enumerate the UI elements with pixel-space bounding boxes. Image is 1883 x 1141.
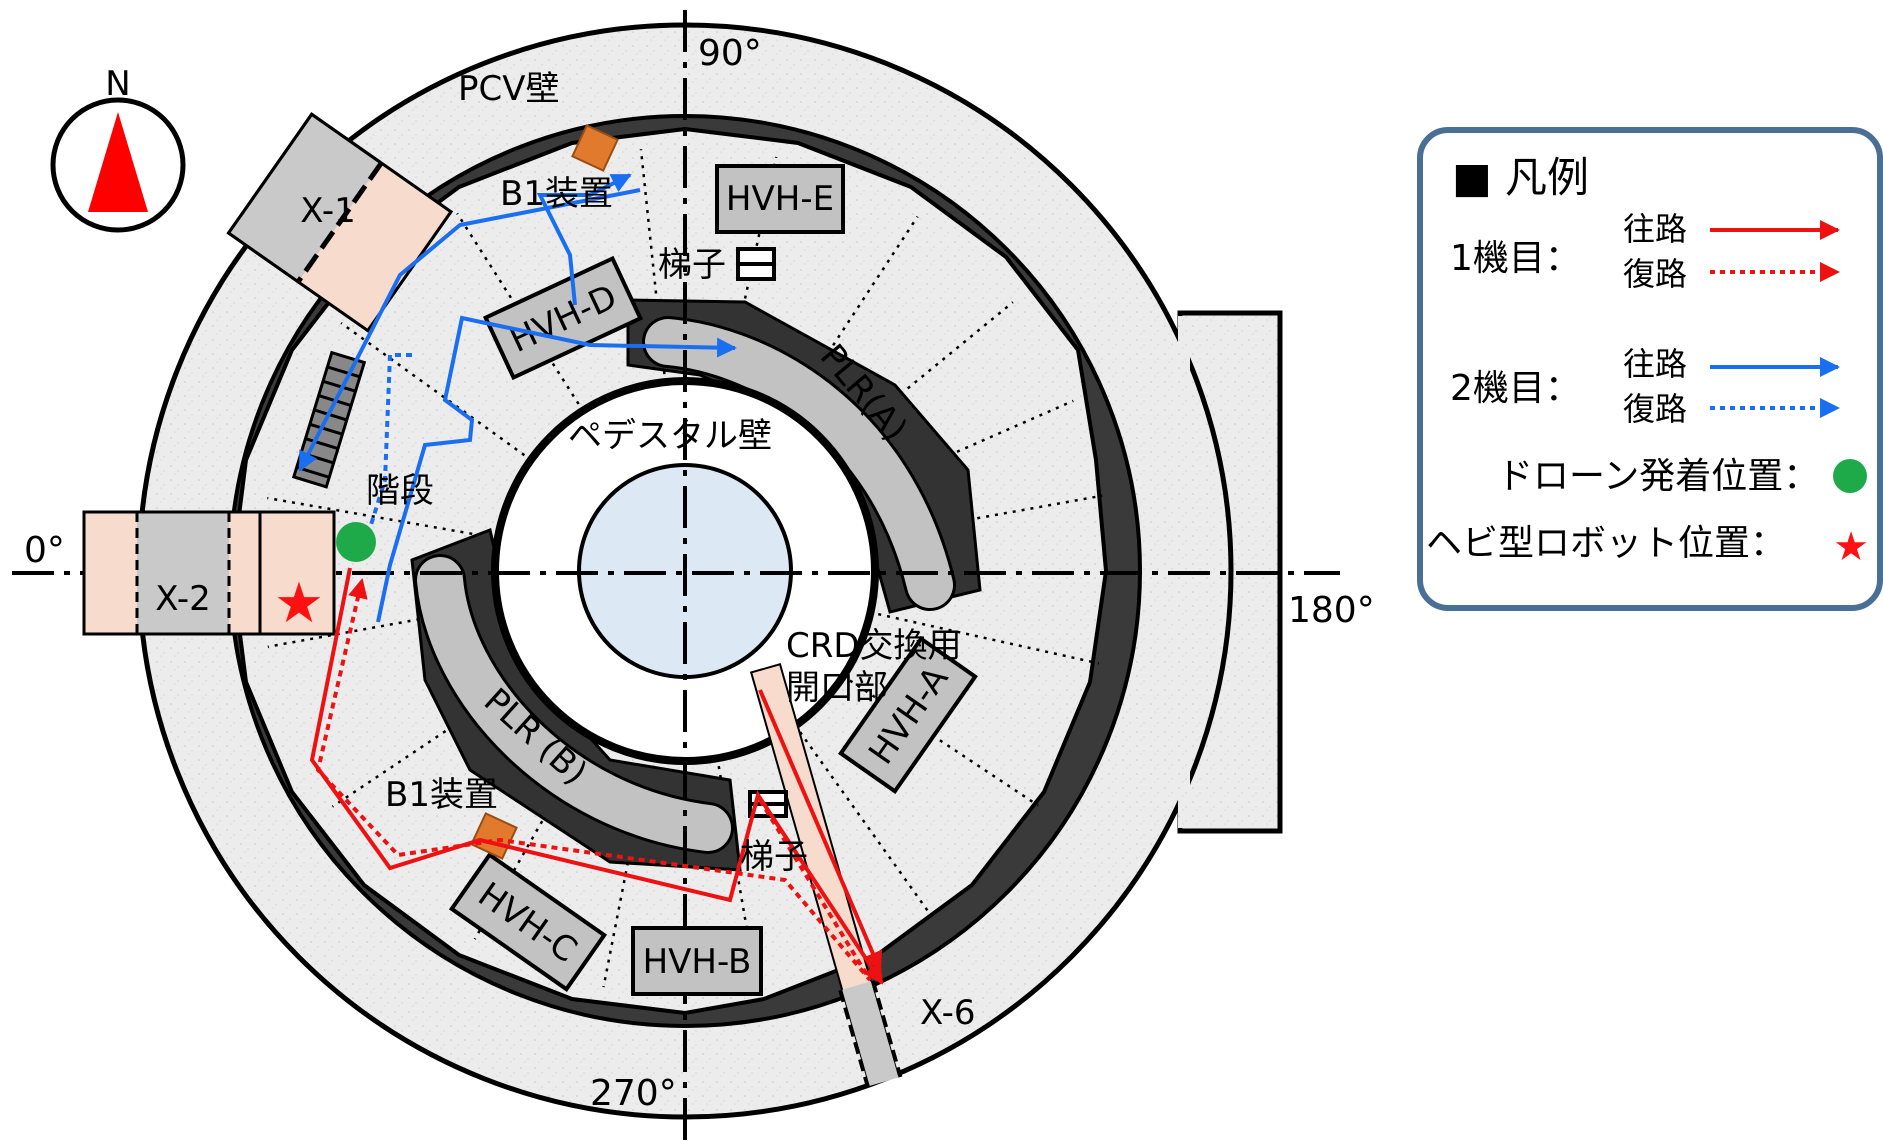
legend-unit1-return: 復路 xyxy=(1623,255,1687,293)
north-arrow-icon xyxy=(88,112,148,212)
b1-bottom-label: B1装置 xyxy=(385,775,498,815)
legend-drone-marker xyxy=(1833,459,1867,493)
legend-title: ■ 凡例 xyxy=(1452,153,1589,202)
hvh-b: HVH-B xyxy=(631,926,763,996)
crd-label-2: 開口部 xyxy=(786,668,888,708)
ladder-top-label: 梯子 xyxy=(658,245,726,285)
hvh-e: HVH-E xyxy=(715,164,845,234)
unit1-return-path xyxy=(315,578,872,982)
hvh-d: HVH-D xyxy=(482,255,644,381)
unit1-route xyxy=(309,567,884,985)
x2-label: X-2 xyxy=(155,579,211,619)
pcv-wall-label: PCV壁 xyxy=(458,69,560,109)
angle-0: 0° xyxy=(24,530,65,571)
ladder-top xyxy=(736,247,776,281)
legend-unit2-return: 復路 xyxy=(1623,390,1687,428)
pedestal-wall-label: ペデスタル壁 xyxy=(568,416,772,456)
plr-b xyxy=(410,527,742,872)
angle-90: 90° xyxy=(698,33,762,74)
x1-label: X-1 xyxy=(300,191,356,231)
snake-robot-star: ★ xyxy=(274,571,324,636)
legend-unit2-label: 2機目： xyxy=(1450,368,1581,409)
ladder-bottom-label: 梯子 xyxy=(740,837,808,877)
b1-top-label: B1装置 xyxy=(500,174,613,214)
angle-180: 180° xyxy=(1288,590,1375,631)
x6-label: X-6 xyxy=(920,993,976,1033)
unit2-outbound-leg2 xyxy=(536,173,632,306)
legend-snake-label: ヘビ型ロボット位置： xyxy=(1426,523,1786,564)
hvh-b-label: HVH-B xyxy=(643,942,752,982)
legend-unit1-outbound: 往路 xyxy=(1623,210,1687,248)
legend-unit1-label: 1機目： xyxy=(1450,238,1581,279)
unit1-outbound-path xyxy=(309,567,884,985)
unit2-outbound-path xyxy=(376,315,737,623)
stairs-label: 階段 xyxy=(366,471,434,511)
angle-270: 270° xyxy=(590,1073,677,1114)
crd-label-1: CRD交換用 xyxy=(786,626,962,666)
unit2-route xyxy=(298,173,737,623)
legend: ■ 凡例 1機目： 往路 復路 2機目： 往路 復路 ドローン発着位置： ヘビ型… xyxy=(1417,127,1883,611)
legend-unit2-outbound: 往路 xyxy=(1623,345,1687,383)
unit1-outbound-leg2 xyxy=(758,689,883,972)
compass: N xyxy=(50,64,186,233)
unit2-return-leg2 xyxy=(298,188,641,472)
drone-point xyxy=(336,522,376,562)
legend-snake-marker: ★ xyxy=(1833,524,1869,570)
b1-device-top xyxy=(571,124,619,172)
x1-penetration xyxy=(226,112,454,333)
x2-penetration xyxy=(82,510,336,636)
hvh-e-label: HVH-E xyxy=(726,179,834,219)
compass-label: N xyxy=(105,64,130,104)
legend-drone-label: ドローン発着位置： xyxy=(1497,456,1819,497)
unit2-return-path xyxy=(355,353,412,562)
